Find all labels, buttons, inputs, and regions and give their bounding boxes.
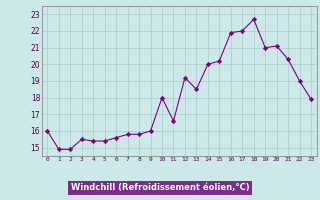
Text: Windchill (Refroidissement éolien,°C): Windchill (Refroidissement éolien,°C) (71, 183, 249, 192)
